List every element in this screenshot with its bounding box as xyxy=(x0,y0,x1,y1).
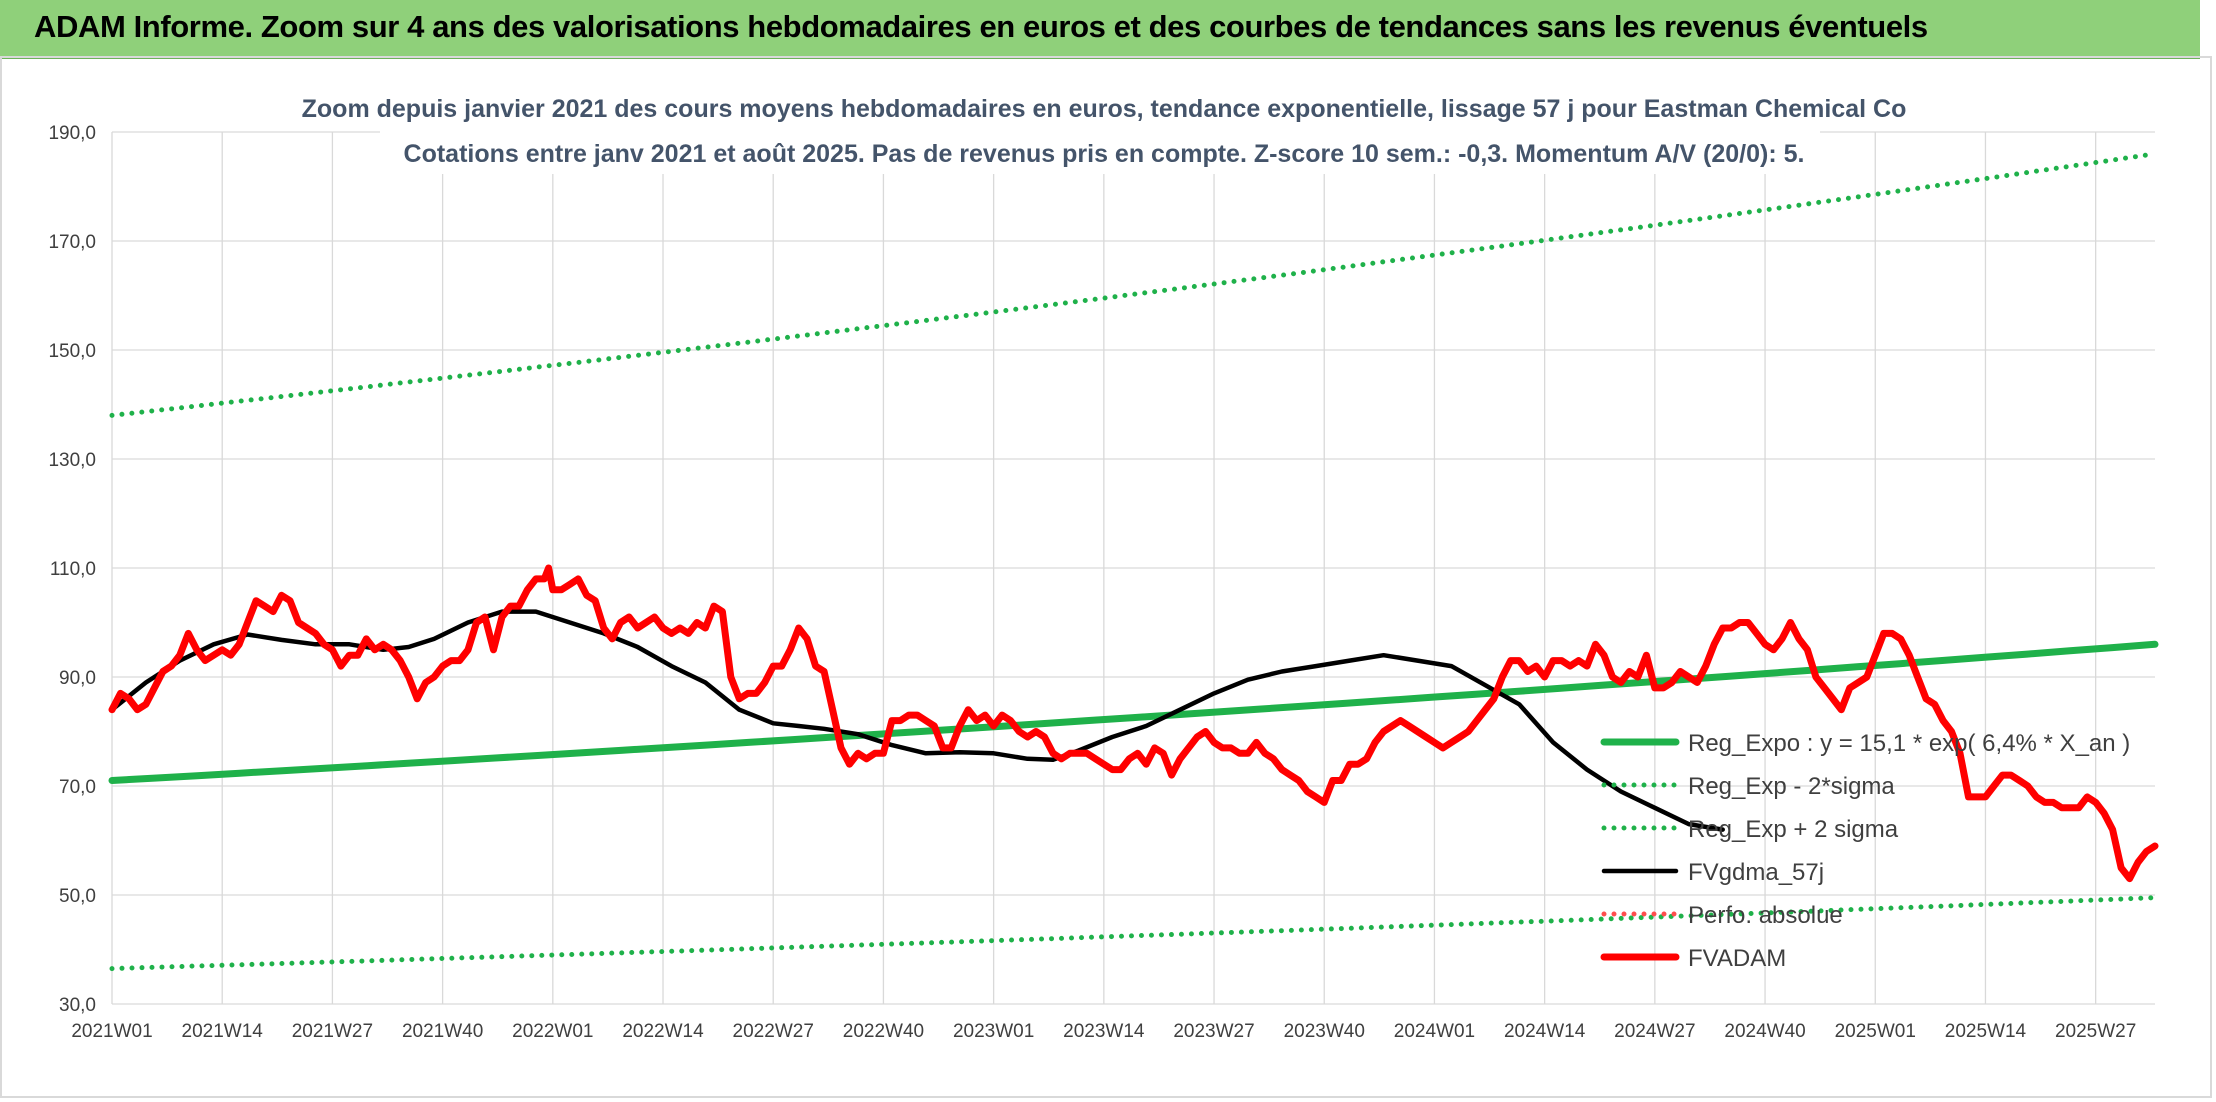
y-tick-label: 130,0 xyxy=(48,450,96,471)
y-axis-ticks: 30,0 50,0 70,0 90,0 110,0 130,0 150,0 170,0 190,… xyxy=(48,123,96,1016)
x-tick-label: 2022W14 xyxy=(622,1021,704,1042)
x-tick-label: 2024W14 xyxy=(1504,1021,1586,1042)
series-line-1 xyxy=(109,895,2158,972)
chart-grid xyxy=(111,131,2155,1005)
y-tick-label: 30,0 xyxy=(59,995,96,1016)
chart-title-line-2: Cotations entre janv 2021 et août 2025. … xyxy=(404,140,1805,168)
x-tick-label: 2024W27 xyxy=(1614,1021,1695,1042)
legend-label-4: Perfo. absolue xyxy=(1688,902,1843,929)
y-tick-label: 110,0 xyxy=(50,559,96,580)
x-tick-label: 2025W01 xyxy=(1835,1021,1916,1042)
x-tick-label: 2025W27 xyxy=(2055,1021,2136,1042)
title-background-1 xyxy=(298,86,1902,130)
y-tick-label: 190,0 xyxy=(48,123,96,144)
chart-legend: Reg_Expo : y = 15,1 * exp( 6,4% * X_an )… xyxy=(1600,730,2130,972)
x-tick-label: 2023W01 xyxy=(953,1021,1034,1042)
title-background-2 xyxy=(380,130,1820,174)
chart-frame xyxy=(0,56,2212,1098)
y-tick-label: 50,0 xyxy=(59,886,96,907)
x-tick-label: 2024W01 xyxy=(1394,1021,1475,1042)
report-title: ADAM Informe. Zoom sur 4 ans des valoris… xyxy=(34,9,1928,44)
chart-series xyxy=(108,151,2159,972)
x-tick-label: 2025W14 xyxy=(1945,1021,2027,1042)
y-tick-label: 170,0 xyxy=(48,232,96,253)
x-tick-label: 2023W40 xyxy=(1284,1021,1365,1042)
x-axis-ticks: 2021W01 2021W14 2021W27 2021W40 2022W01 2022W… xyxy=(71,1021,2136,1042)
x-tick-label: 2021W14 xyxy=(182,1021,264,1042)
x-tick-label: 2024W40 xyxy=(1724,1021,1805,1042)
y-tick-label: 90,0 xyxy=(59,668,96,689)
x-tick-label: 2022W27 xyxy=(733,1021,814,1042)
legend-label-0: Reg_Expo : y = 15,1 * exp( 6,4% * X_an ) xyxy=(1688,730,2130,757)
y-tick-label: 150,0 xyxy=(48,341,96,362)
x-tick-label: 2023W14 xyxy=(1063,1021,1145,1042)
legend-label-5: FVADAM xyxy=(1688,945,1786,972)
x-tick-label: 2022W40 xyxy=(843,1021,924,1042)
legend-label-2: Reg_Exp + 2 sigma xyxy=(1688,816,1899,843)
x-tick-label: 2021W01 xyxy=(71,1021,152,1042)
chart-title-line-1: Zoom depuis janvier 2021 des cours moyen… xyxy=(302,95,1907,123)
series-line-2 xyxy=(109,151,2158,418)
x-tick-label: 2023W27 xyxy=(1173,1021,1254,1042)
series-line-5 xyxy=(108,564,2159,883)
x-tick-label: 2021W27 xyxy=(292,1021,373,1042)
y-tick-label: 70,0 xyxy=(59,777,96,798)
x-tick-label: 2022W01 xyxy=(512,1021,593,1042)
x-tick-label: 2021W40 xyxy=(402,1021,483,1042)
legend-label-3: FVgdma_57j xyxy=(1688,859,1824,886)
legend-label-1: Reg_Exp - 2*sigma xyxy=(1688,773,1895,800)
